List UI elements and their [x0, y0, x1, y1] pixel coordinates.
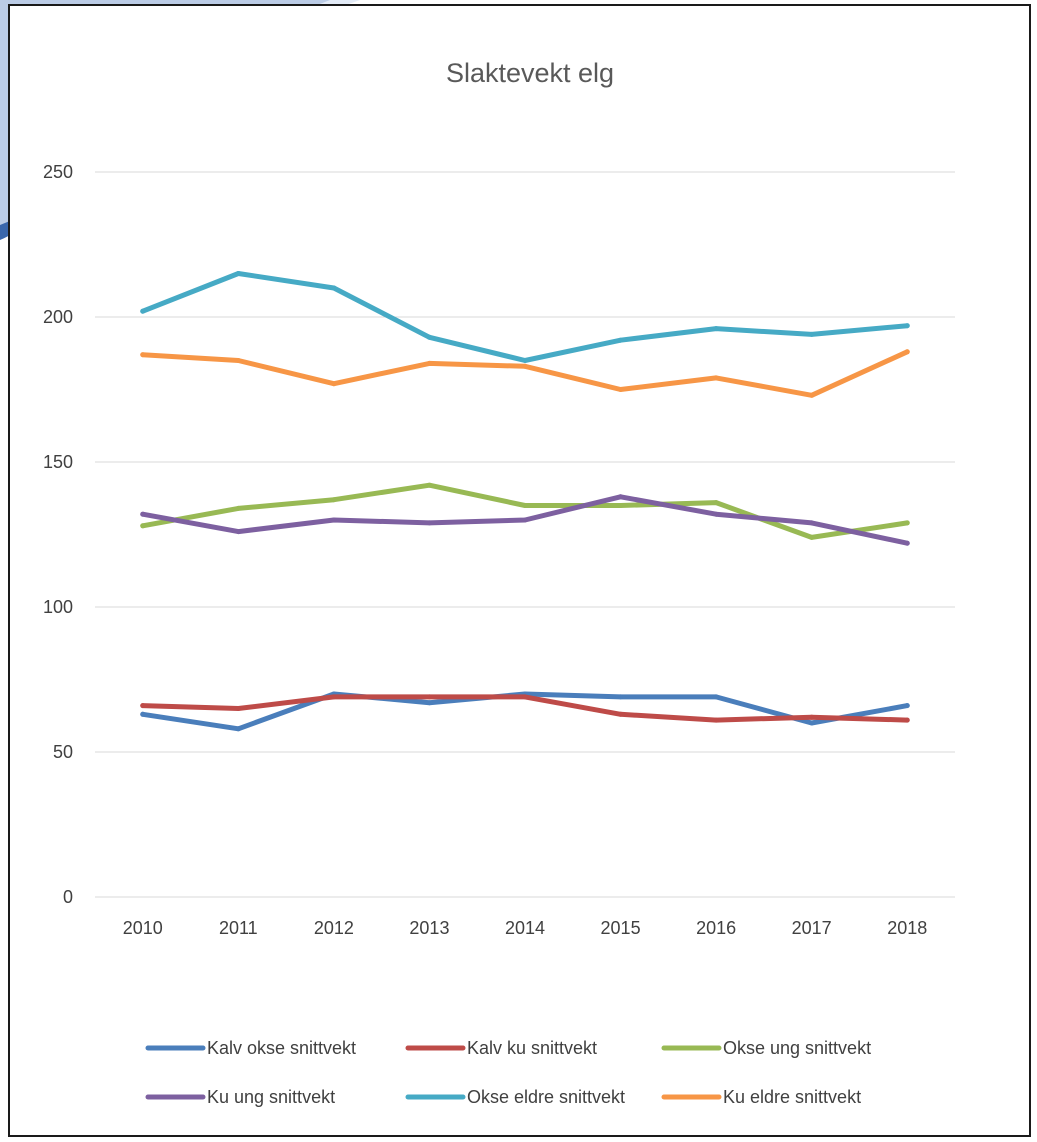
data-point: [426, 694, 432, 700]
series-line-2: [140, 694, 910, 723]
data-point: [713, 694, 719, 700]
data-point: [331, 285, 337, 291]
data-point: [331, 517, 337, 523]
data-point: [904, 540, 910, 546]
data-point: [235, 505, 241, 511]
data-point: [809, 720, 815, 726]
data-series: [140, 271, 910, 732]
y-axis-tick-labels: 0 50 100 150 200 250: [43, 162, 73, 907]
data-point: [426, 334, 432, 340]
legend-label: Kalv okse snittvekt: [207, 1038, 356, 1058]
data-point: [618, 711, 624, 717]
x-tick-label: 2011: [219, 918, 258, 938]
data-point: [426, 482, 432, 488]
data-point: [235, 529, 241, 535]
data-point: [235, 706, 241, 711]
data-point: [426, 360, 432, 366]
data-point: [904, 703, 910, 709]
data-point: [522, 694, 528, 700]
data-point: [140, 523, 146, 529]
data-point: [140, 308, 146, 314]
data-point: [809, 331, 815, 337]
data-point: [713, 375, 719, 381]
data-point: [331, 694, 337, 700]
legend-label: Kalv ku snittvekt: [467, 1038, 597, 1058]
data-point: [140, 711, 146, 717]
data-point: [618, 337, 624, 343]
y-tick-label: 150: [43, 452, 73, 472]
data-point: [140, 352, 146, 358]
x-tick-label: 2013: [409, 918, 449, 938]
x-tick-label: 2014: [505, 918, 545, 938]
data-point: [809, 534, 815, 540]
x-tick-label: 2012: [314, 918, 354, 938]
legend-label: Okse ung snittvekt: [723, 1038, 871, 1058]
y-tick-label: 100: [43, 597, 73, 617]
x-axis-tick-labels: 2010 2011 2012 2013 2014 2015 2016 2017 2018: [123, 918, 927, 938]
data-point: [713, 500, 719, 506]
data-point: [140, 703, 146, 709]
chart-title: Slaktevekt elg: [446, 58, 614, 88]
gridlines: [95, 171, 955, 898]
data-point: [522, 358, 528, 363]
data-point: [331, 497, 337, 503]
data-point: [522, 363, 528, 369]
data-point: [331, 381, 337, 387]
x-tick-label: 2017: [792, 918, 832, 938]
y-tick-label: 250: [43, 162, 73, 182]
y-tick-label: 0: [63, 887, 73, 907]
data-point: [904, 520, 910, 526]
data-point: [426, 520, 432, 526]
data-point: [904, 323, 910, 329]
data-point: [140, 511, 146, 517]
data-point: [713, 511, 719, 517]
legend-label: Okse eldre snittvekt: [467, 1087, 625, 1107]
x-tick-label: 2018: [887, 918, 927, 938]
chart-frame: [8, 4, 1031, 1137]
data-point: [235, 271, 241, 276]
x-tick-label: 2016: [696, 918, 736, 938]
data-point: [713, 326, 719, 332]
legend-label: Ku ung snittvekt: [207, 1087, 335, 1107]
data-point: [618, 387, 624, 392]
data-point: [235, 358, 241, 363]
data-point: [904, 717, 910, 723]
data-point: [522, 517, 528, 523]
data-point: [618, 503, 624, 508]
y-tick-label: 50: [53, 742, 73, 762]
y-tick-label: 200: [43, 307, 73, 327]
x-tick-label: 2010: [123, 918, 163, 938]
x-tick-label: 2015: [601, 918, 641, 938]
data-point: [618, 494, 624, 500]
legend: Kalv okse snittvekt Kalv ku snittvekt Okse…: [145, 1038, 871, 1107]
legend-label: Ku eldre snittvekt: [723, 1087, 861, 1107]
data-point: [904, 349, 910, 355]
data-point: [809, 714, 815, 720]
data-point: [713, 717, 719, 723]
data-point: [809, 392, 815, 398]
data-point: [235, 726, 241, 732]
data-point: [618, 694, 624, 700]
data-point: [522, 503, 528, 508]
data-point: [809, 520, 815, 526]
data-point: [426, 700, 432, 706]
